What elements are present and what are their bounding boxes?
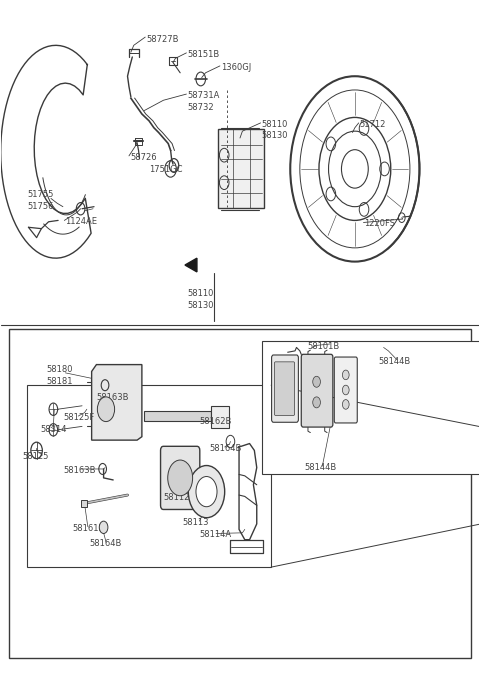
Text: 58164B: 58164B <box>89 539 121 548</box>
Text: 58163B: 58163B <box>96 393 129 402</box>
Text: 58163B: 58163B <box>63 466 96 475</box>
Circle shape <box>196 477 217 507</box>
Text: 58731A: 58731A <box>187 91 220 100</box>
FancyBboxPatch shape <box>272 355 299 422</box>
Text: 58113: 58113 <box>182 518 209 527</box>
Bar <box>211 406 229 428</box>
Text: 58727B: 58727B <box>147 34 179 43</box>
Text: 1124AE: 1124AE <box>65 217 97 226</box>
Text: 58130: 58130 <box>187 301 214 310</box>
Text: 58726: 58726 <box>130 153 156 162</box>
FancyBboxPatch shape <box>301 354 333 427</box>
Text: 58110: 58110 <box>187 289 214 298</box>
Text: 1220FS: 1220FS <box>364 219 396 228</box>
FancyBboxPatch shape <box>334 357 357 423</box>
Circle shape <box>97 397 115 422</box>
Text: 58732: 58732 <box>187 103 214 111</box>
Text: 58181: 58181 <box>46 376 72 385</box>
Circle shape <box>168 460 192 496</box>
Polygon shape <box>92 365 142 440</box>
Text: 58125F: 58125F <box>63 413 94 422</box>
Bar <box>262 341 480 475</box>
Circle shape <box>313 397 321 408</box>
Text: 58314: 58314 <box>40 424 66 433</box>
Polygon shape <box>144 411 211 421</box>
Text: 58125: 58125 <box>22 452 48 461</box>
Polygon shape <box>185 258 197 272</box>
Text: 51712: 51712 <box>360 120 386 129</box>
Circle shape <box>313 376 321 387</box>
Text: 58144B: 58144B <box>379 357 411 366</box>
Circle shape <box>342 385 349 395</box>
Text: 58161B: 58161B <box>72 524 105 533</box>
Text: 58101B: 58101B <box>307 341 339 351</box>
Text: 58162B: 58162B <box>199 417 232 426</box>
Text: 51756: 51756 <box>27 202 53 211</box>
Text: 58164B: 58164B <box>209 444 241 453</box>
Text: 58110: 58110 <box>262 120 288 129</box>
FancyBboxPatch shape <box>275 362 295 416</box>
Text: 51755: 51755 <box>27 190 53 199</box>
Bar <box>27 385 271 567</box>
Bar <box>81 500 87 507</box>
Text: 58112: 58112 <box>163 493 190 502</box>
FancyBboxPatch shape <box>160 447 200 510</box>
Text: 58144B: 58144B <box>305 463 337 472</box>
Text: 58180: 58180 <box>46 365 72 374</box>
Text: 58130: 58130 <box>262 131 288 140</box>
Bar <box>218 129 264 208</box>
Circle shape <box>188 466 225 517</box>
Text: 58151B: 58151B <box>187 50 220 58</box>
Circle shape <box>99 521 108 533</box>
Text: 1360GJ: 1360GJ <box>221 63 251 72</box>
Circle shape <box>342 370 349 380</box>
Bar <box>9 329 471 658</box>
Circle shape <box>342 400 349 409</box>
Text: 58114A: 58114A <box>199 530 231 539</box>
Text: 1751GC: 1751GC <box>149 165 182 174</box>
